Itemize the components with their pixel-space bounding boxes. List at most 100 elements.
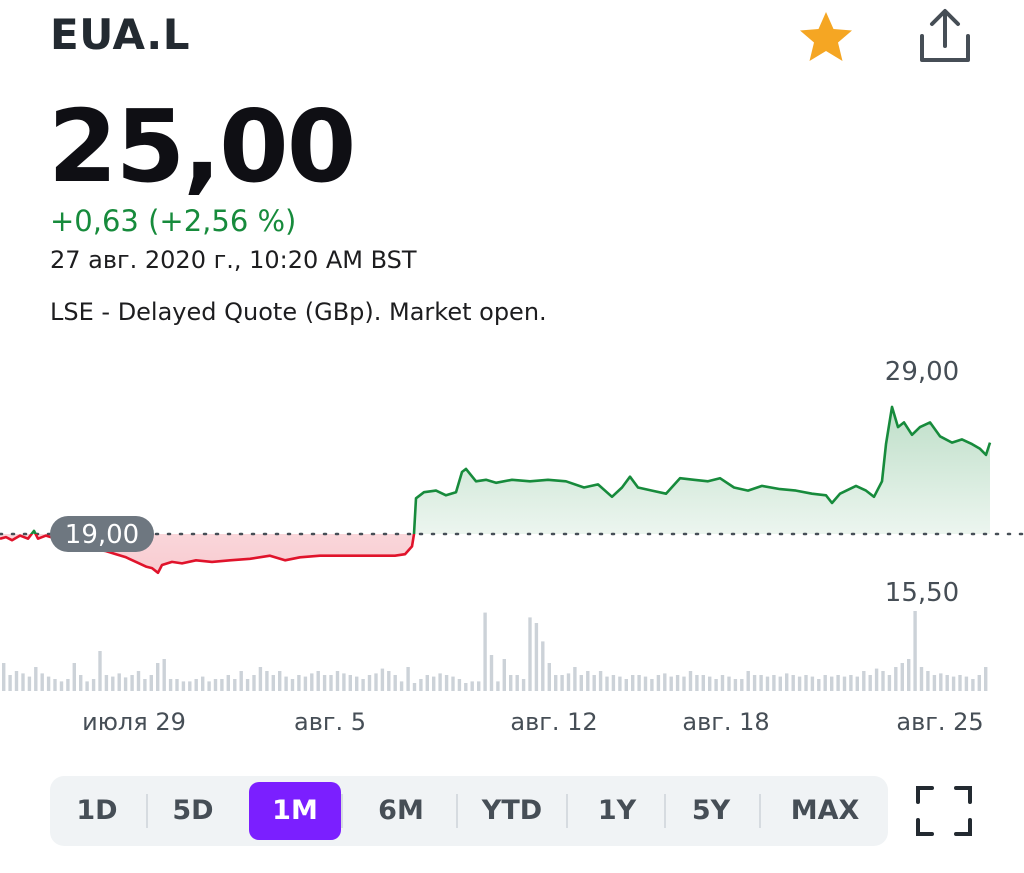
volume-bar	[804, 675, 808, 691]
volume-bar	[554, 675, 558, 691]
volume-bar	[656, 675, 661, 691]
volume-bar	[977, 675, 981, 691]
volume-bar	[823, 675, 827, 691]
volume-bar	[855, 676, 859, 691]
volume-bar	[746, 671, 750, 691]
volume-bar	[303, 676, 308, 691]
volume-bar	[143, 679, 147, 691]
price-line-up	[29, 405, 992, 534]
volume-bar	[759, 675, 763, 691]
volume-bar	[72, 663, 76, 691]
volume-bar	[489, 655, 494, 691]
x-tick-label: авг. 25	[896, 708, 983, 736]
volume-bar	[27, 676, 32, 691]
range-button-5d[interactable]: 5D	[172, 795, 214, 826]
volume-bar	[836, 675, 840, 691]
volume-bar	[579, 675, 583, 691]
volume-bar	[188, 681, 192, 691]
volume-bar	[412, 683, 417, 691]
volume-bar	[226, 675, 230, 691]
volume-bar	[586, 671, 590, 691]
volume-bar	[265, 671, 269, 691]
range-button-ytd[interactable]: YTD	[481, 795, 543, 826]
volume-bar	[560, 675, 564, 691]
range-button-1d[interactable]: 1D	[76, 795, 118, 826]
x-tick-label: июля 29	[82, 708, 186, 736]
volume-bar	[541, 641, 545, 691]
volume-bar	[830, 676, 834, 691]
volume-bar	[624, 679, 628, 691]
volume-bar	[91, 679, 96, 691]
volume-bar	[701, 675, 705, 691]
volume-bar	[971, 679, 975, 691]
volume-bar	[220, 679, 224, 691]
expand-icon[interactable]	[914, 784, 974, 838]
volume-bar	[297, 675, 301, 691]
volume-bar	[104, 675, 109, 691]
volume-bar	[791, 675, 795, 691]
range-separator	[664, 794, 666, 828]
volume-bar	[502, 659, 506, 691]
volume-bar	[765, 676, 770, 691]
volume-bar	[566, 673, 571, 691]
volume-bar	[939, 673, 943, 691]
volume-bar	[175, 679, 179, 691]
volume-bar	[720, 675, 725, 691]
volume-bar	[470, 681, 474, 691]
price-chart[interactable]: 19,00 29,00 15,50 июля 29 авг. 5 авг. 12 ав…	[0, 350, 1024, 750]
volume-bar	[85, 681, 89, 691]
volume-bar	[79, 675, 83, 691]
volume-bar	[14, 671, 19, 691]
range-button-max[interactable]: MAX	[790, 795, 860, 826]
range-button-6m[interactable]: 6M	[378, 795, 424, 826]
volume-bar	[34, 667, 38, 691]
volume-bar	[258, 667, 263, 691]
volume-bar	[233, 679, 237, 691]
volume-bar	[46, 676, 51, 691]
market-status: LSE - Delayed Quote (GBp). Market open.	[50, 298, 547, 326]
volume-bar	[592, 675, 596, 691]
volume-bar	[201, 676, 205, 691]
volume-bar	[457, 679, 462, 691]
volume-bar	[945, 675, 949, 691]
volume-bar	[907, 659, 911, 691]
volume-bar	[733, 679, 738, 691]
baseline-label: 19,00	[65, 520, 139, 550]
volume-bar	[887, 675, 892, 691]
volume-bar	[374, 673, 378, 691]
volume-bar	[387, 671, 391, 691]
volume-bar	[53, 679, 57, 691]
volume-bar	[2, 663, 6, 691]
volume-bar	[284, 676, 288, 691]
range-button-1y[interactable]: 1Y	[597, 795, 637, 826]
volume-bar	[932, 675, 937, 691]
range-button-1m[interactable]: 1M	[249, 782, 341, 840]
volume-bar	[367, 675, 372, 691]
volume-bar	[951, 676, 956, 691]
volume-bar	[335, 671, 340, 691]
volume-bar	[727, 676, 731, 691]
volume-bar	[573, 667, 577, 691]
range-separator	[456, 794, 458, 828]
volume-bar	[528, 617, 532, 691]
volume-bar	[252, 675, 256, 691]
volume-bar	[181, 681, 186, 691]
volume-bar	[66, 679, 70, 691]
star-icon[interactable]	[796, 8, 856, 68]
volume-bar	[663, 673, 667, 691]
share-icon[interactable]	[912, 6, 978, 68]
volume-bar	[926, 671, 930, 691]
volume-bar	[483, 612, 487, 691]
range-separator	[759, 794, 761, 828]
quote-timestamp: 27 авг. 2020 г., 10:20 AM BST	[50, 246, 417, 274]
range-button-5y[interactable]: 5Y	[691, 795, 731, 826]
volume-bar	[329, 675, 333, 691]
volume-bar	[714, 679, 718, 691]
volume-bar	[361, 679, 365, 691]
volume-bar	[316, 671, 320, 691]
volume-bar	[117, 673, 121, 691]
volume-bar	[521, 679, 526, 691]
volume-bar	[900, 663, 904, 691]
volume-bar	[849, 675, 853, 691]
volume-bar	[778, 676, 782, 691]
